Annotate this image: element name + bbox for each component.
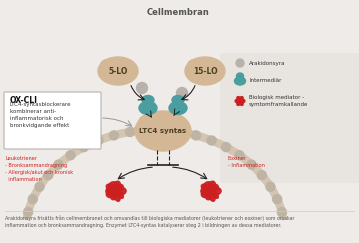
Text: 15-LO: 15-LO: [193, 67, 217, 76]
Circle shape: [28, 195, 37, 204]
Ellipse shape: [172, 95, 184, 104]
Text: OX-CLI: OX-CLI: [10, 96, 38, 105]
Text: LTC4-syntasblockerare
kombinerar anti-
inflammatorisk och
bronkvidgande effekt: LTC4-syntasblockerare kombinerar anti- i…: [10, 102, 71, 128]
Circle shape: [136, 83, 148, 94]
Ellipse shape: [139, 114, 164, 128]
Ellipse shape: [162, 133, 181, 145]
Ellipse shape: [135, 111, 191, 151]
Ellipse shape: [234, 77, 246, 85]
Ellipse shape: [201, 184, 209, 191]
Ellipse shape: [142, 95, 154, 104]
Circle shape: [24, 208, 33, 217]
Ellipse shape: [239, 101, 243, 105]
Circle shape: [177, 87, 187, 98]
Circle shape: [207, 136, 216, 145]
Ellipse shape: [139, 102, 157, 114]
Ellipse shape: [116, 184, 123, 191]
Text: Biologisk mediator -
symtomframkallande: Biologisk mediator - symtomframkallande: [249, 95, 308, 107]
Circle shape: [94, 136, 103, 145]
Circle shape: [109, 131, 118, 140]
Ellipse shape: [208, 181, 215, 192]
Circle shape: [236, 59, 244, 67]
Ellipse shape: [101, 59, 119, 69]
Ellipse shape: [209, 191, 215, 201]
Text: 5-LO: 5-LO: [108, 67, 128, 76]
FancyBboxPatch shape: [4, 92, 101, 149]
Ellipse shape: [237, 96, 241, 101]
Ellipse shape: [106, 187, 115, 195]
Text: Leukotriener
- Bronksammandragning
- Allergisk/akut och kronisk
  inflammation: Leukotriener - Bronksammandragning - All…: [5, 156, 73, 182]
Circle shape: [126, 127, 135, 137]
Ellipse shape: [209, 187, 221, 195]
Ellipse shape: [111, 191, 117, 200]
Circle shape: [176, 127, 185, 137]
Circle shape: [247, 160, 256, 169]
Ellipse shape: [204, 72, 218, 81]
Text: LTC4 syntas: LTC4 syntas: [139, 128, 187, 134]
Circle shape: [54, 160, 63, 169]
Ellipse shape: [205, 191, 212, 200]
Circle shape: [192, 131, 201, 140]
Circle shape: [235, 151, 244, 160]
Circle shape: [35, 182, 44, 191]
Circle shape: [257, 171, 266, 180]
Circle shape: [159, 126, 168, 135]
Circle shape: [222, 143, 230, 152]
Text: Arakidonsyra: Arakidonsyra: [249, 61, 285, 66]
Ellipse shape: [188, 59, 206, 69]
Ellipse shape: [169, 102, 187, 114]
Circle shape: [278, 208, 286, 217]
Ellipse shape: [240, 99, 245, 103]
Ellipse shape: [201, 187, 209, 195]
FancyBboxPatch shape: [220, 53, 359, 183]
Ellipse shape: [239, 96, 243, 101]
Ellipse shape: [235, 99, 240, 103]
Ellipse shape: [115, 187, 126, 195]
Circle shape: [66, 151, 75, 160]
Ellipse shape: [109, 182, 117, 189]
Circle shape: [142, 126, 151, 135]
Text: Intermediär: Intermediär: [249, 78, 281, 83]
Ellipse shape: [201, 190, 209, 198]
Ellipse shape: [237, 101, 241, 105]
Ellipse shape: [106, 184, 114, 191]
Circle shape: [79, 143, 88, 152]
Ellipse shape: [115, 191, 123, 198]
Text: Cellmembran: Cellmembran: [146, 8, 209, 17]
Ellipse shape: [117, 72, 131, 81]
Ellipse shape: [98, 57, 138, 85]
Ellipse shape: [211, 184, 218, 191]
Ellipse shape: [204, 182, 212, 189]
Circle shape: [266, 182, 275, 191]
Ellipse shape: [113, 191, 120, 201]
Ellipse shape: [210, 191, 218, 198]
Circle shape: [273, 195, 282, 204]
Ellipse shape: [113, 181, 121, 192]
Ellipse shape: [237, 73, 243, 79]
Text: Eoxiner
- Inflammation: Eoxiner - Inflammation: [228, 156, 265, 168]
Text: Arakidonsyra frisätts från cellmembranet och omvandlas till biologiska mediatore: Arakidonsyra frisätts från cellmembranet…: [5, 215, 294, 228]
Ellipse shape: [185, 57, 225, 85]
Ellipse shape: [106, 190, 115, 198]
Circle shape: [44, 171, 53, 180]
